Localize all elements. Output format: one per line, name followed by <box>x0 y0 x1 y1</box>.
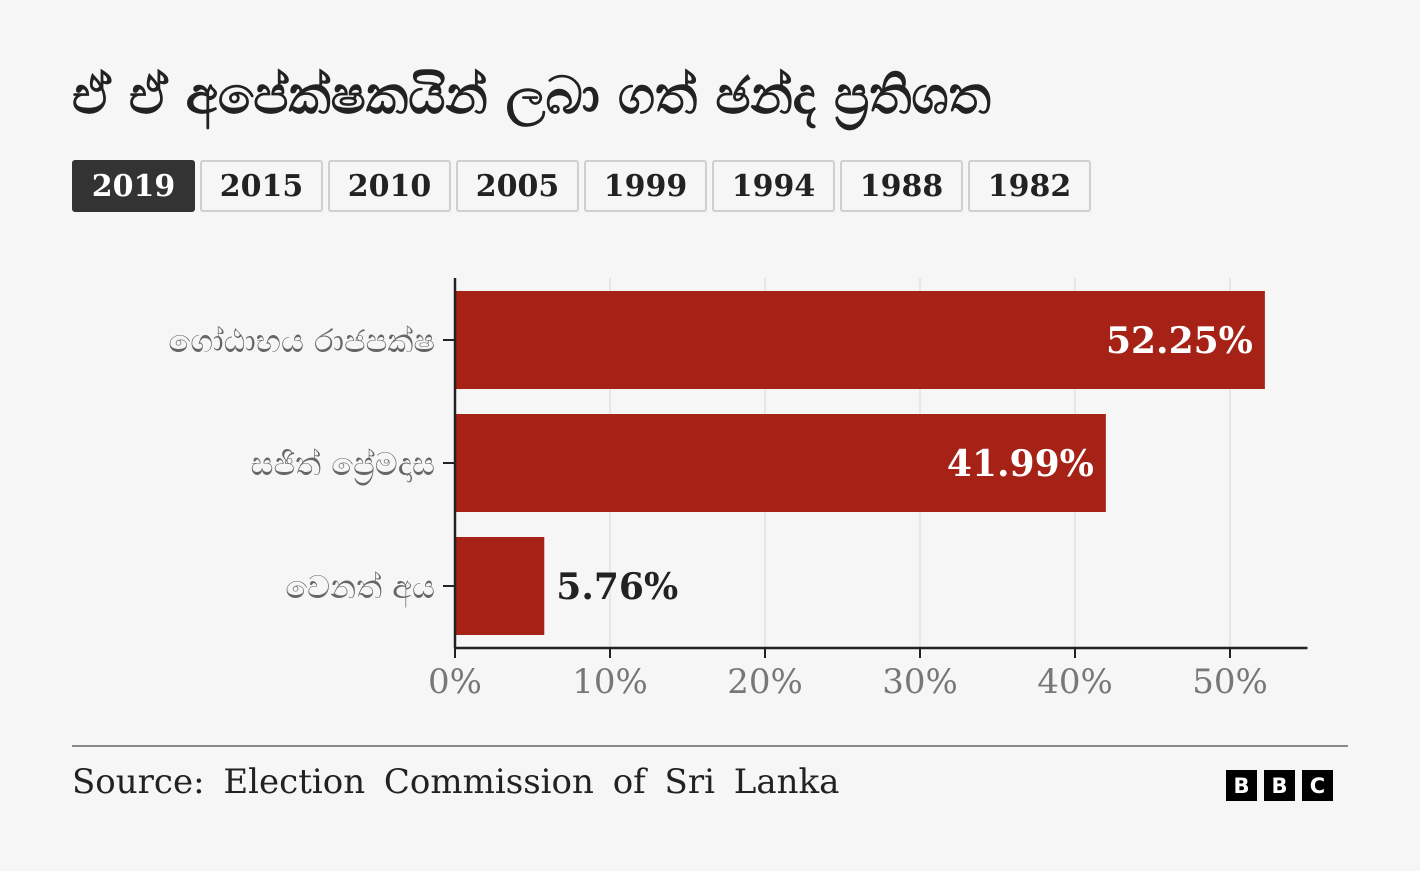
bar-value-label: 52.25% <box>1106 320 1253 362</box>
bar <box>455 291 1265 389</box>
chart-title: ඒ ඒ අපේක්ෂකයින් ලබා ගත් ඡන්ද ප්‍රතිශත <box>72 65 991 126</box>
x-tick-label: 20% <box>727 662 803 702</box>
x-tick-label: 40% <box>1037 662 1113 702</box>
bar <box>455 537 545 635</box>
bbc-logo-letter: B <box>1264 770 1295 801</box>
bar-value-label: 5.76% <box>556 566 678 608</box>
bar <box>455 414 1106 512</box>
tab-year-1999[interactable]: 1999 <box>584 160 707 212</box>
source-note: Source: Election Commission of Sri Lanka <box>72 762 840 802</box>
tab-year-1988[interactable]: 1988 <box>840 160 963 212</box>
footer-divider <box>72 745 1348 747</box>
bbc-logo-letter: B <box>1226 770 1257 801</box>
category-label: වෙනත් අය <box>285 568 435 608</box>
x-tick-label: 50% <box>1192 662 1268 702</box>
bar-value-label: 41.99% <box>947 443 1094 485</box>
tab-year-2019[interactable]: 2019 <box>72 160 195 212</box>
tab-year-2015[interactable]: 2015 <box>200 160 323 212</box>
bbc-logo-letter: C <box>1302 770 1333 801</box>
category-label: සජිත් ප්‍රේමදාස <box>250 445 435 485</box>
tab-year-1994[interactable]: 1994 <box>712 160 835 212</box>
tab-year-2005[interactable]: 2005 <box>456 160 579 212</box>
tab-year-1982[interactable]: 1982 <box>968 160 1091 212</box>
category-label: ගෝඨාභය රාජපක්ෂ <box>168 322 435 360</box>
tab-year-2010[interactable]: 2010 <box>328 160 451 212</box>
x-tick-label: 0% <box>428 662 482 702</box>
x-tick-label: 30% <box>882 662 958 702</box>
x-tick-label: 10% <box>572 662 648 702</box>
bbc-logo: B B C <box>1226 770 1333 801</box>
year-tabs: 2019 2015 2010 2005 1999 1994 1988 1982 <box>72 160 1091 212</box>
bar-chart: 52.25% ගෝඨාභය රාජපක්ෂ 41.99% සජිත් ප්‍රේමදා… <box>168 278 1308 702</box>
